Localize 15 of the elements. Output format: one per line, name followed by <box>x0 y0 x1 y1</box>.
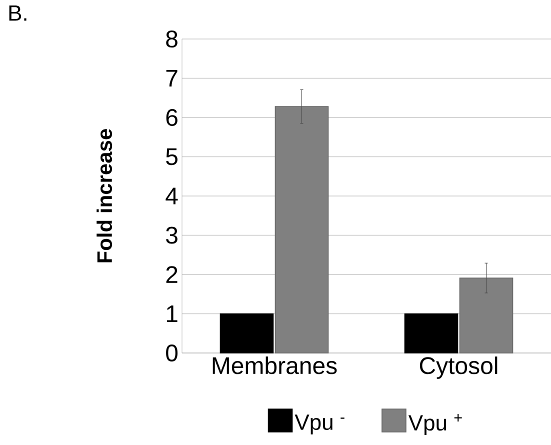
text: B. <box>9 6 26 21</box>
y-tick-label: 3 <box>166 226 178 244</box>
y-tick-label: 6 <box>166 109 178 126</box>
legend-label: Vpu $^{+}$ <box>408 414 462 435</box>
y-tick-label: 1 <box>166 305 178 322</box>
y-tick-label: 4 <box>166 188 178 204</box>
x-tick-label: Cytosol <box>420 356 498 379</box>
y-tick-label: 0 <box>166 344 178 362</box>
y-tick-label: 5 <box>166 148 178 166</box>
y-tick-label: 8 <box>166 30 178 48</box>
y-axis-title: Fold increase <box>96 129 112 262</box>
y-tick-label: 7 <box>166 70 178 87</box>
y-tick-label: 2 <box>166 266 178 283</box>
x-tick-label: Membranes <box>212 356 337 374</box>
legend-label: Vpu $^{-}$ <box>294 414 344 434</box>
